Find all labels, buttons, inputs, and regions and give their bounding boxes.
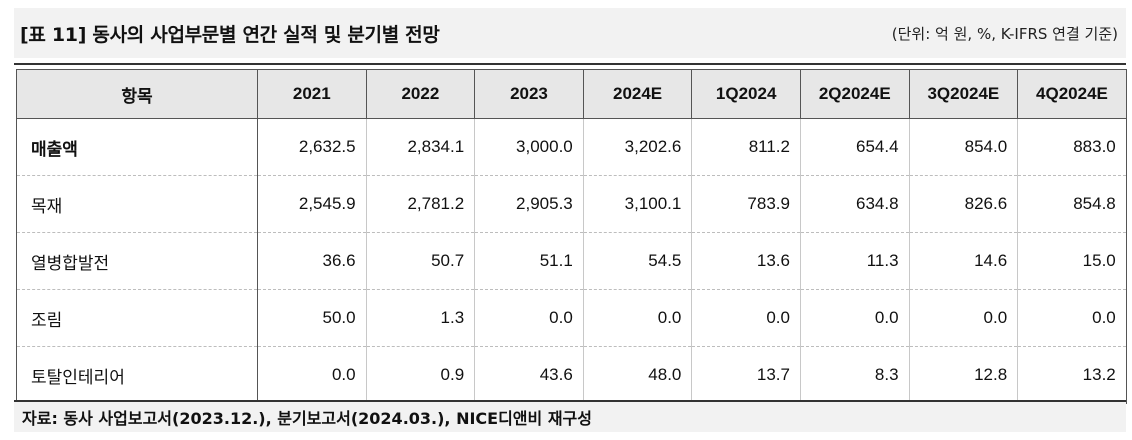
cell-value: 2,905.3 xyxy=(474,175,584,233)
cell-value: 0.0 xyxy=(691,289,801,347)
cell-value: 14.6 xyxy=(908,232,1019,290)
cell-value: 3,100.1 xyxy=(582,175,693,233)
cell-value: 0.9 xyxy=(365,346,476,404)
row-label: 토탈인테리어 xyxy=(16,346,258,404)
cell-value: 883.0 xyxy=(1017,118,1127,176)
header-item: 항목 xyxy=(16,69,258,119)
cell-value: 3,202.6 xyxy=(582,118,693,176)
header-4q2024e: 4Q2024E xyxy=(1017,69,1127,119)
cell-value: 0.0 xyxy=(474,289,584,347)
cell-value: 0.0 xyxy=(799,289,910,347)
cell-value: 854.8 xyxy=(1017,175,1127,233)
cell-value: 13.2 xyxy=(1017,346,1127,404)
cell-value: 2,632.5 xyxy=(257,118,367,176)
cell-value: 0.0 xyxy=(582,289,693,347)
cell-value: 811.2 xyxy=(691,118,801,176)
cell-value: 2,781.2 xyxy=(365,175,476,233)
header-2024e: 2024E xyxy=(582,69,693,119)
cell-value: 854.0 xyxy=(908,118,1019,176)
table-row-cogeneration: 열병합발전 36.6 50.7 51.1 54.5 13.6 11.3 14.6… xyxy=(16,232,1127,290)
table-title-bar: [표 11] 동사의 사업부문별 연간 실적 및 분기별 전망 (단위: 억 원… xyxy=(14,8,1126,58)
header-2023: 2023 xyxy=(474,69,584,119)
table-row-revenue: 매출액 2,632.5 2,834.1 3,000.0 3,202.6 811.… xyxy=(16,118,1127,176)
cell-value: 1.3 xyxy=(365,289,476,347)
cell-value: 634.8 xyxy=(799,175,910,233)
row-label: 목재 xyxy=(16,175,258,233)
header-2022: 2022 xyxy=(365,69,476,119)
cell-value: 12.8 xyxy=(908,346,1019,404)
cell-value: 783.9 xyxy=(691,175,801,233)
header-2q2024e: 2Q2024E xyxy=(799,69,910,119)
header-rule xyxy=(14,63,1126,65)
cell-value: 48.0 xyxy=(582,346,693,404)
table-row-wood: 목재 2,545.9 2,781.2 2,905.3 3,100.1 783.9… xyxy=(16,175,1127,233)
financial-table: 항목 2021 2022 2023 2024E 1Q2024 2Q2024E 3… xyxy=(16,69,1127,404)
header-2021: 2021 xyxy=(257,69,367,119)
cell-value: 3,000.0 xyxy=(474,118,584,176)
cell-value: 11.3 xyxy=(799,232,910,290)
cell-value: 0.0 xyxy=(257,346,367,404)
cell-value: 654.4 xyxy=(799,118,910,176)
cell-value: 826.6 xyxy=(908,175,1019,233)
table-header-row: 항목 2021 2022 2023 2024E 1Q2024 2Q2024E 3… xyxy=(16,69,1127,119)
cell-value: 0.0 xyxy=(1017,289,1127,347)
cell-value: 54.5 xyxy=(582,232,693,290)
cell-value: 13.7 xyxy=(691,346,801,404)
cell-value: 36.6 xyxy=(257,232,367,290)
source-note: 자료: 동사 사업보고서(2023.12.), 분기보고서(2024.03.),… xyxy=(22,409,592,428)
cell-value: 15.0 xyxy=(1017,232,1127,290)
cell-value: 0.0 xyxy=(908,289,1019,347)
source-note-bar: 자료: 동사 사업보고서(2023.12.), 분기보고서(2024.03.),… xyxy=(14,400,1126,432)
unit-note: (단위: 억 원, %, K-IFRS 연결 기준) xyxy=(891,24,1118,43)
table-row-total-interior: 토탈인테리어 0.0 0.9 43.6 48.0 13.7 8.3 12.8 1… xyxy=(16,346,1127,404)
cell-value: 43.6 xyxy=(474,346,584,404)
row-label: 매출액 xyxy=(16,118,258,176)
header-3q2024e: 3Q2024E xyxy=(908,69,1019,119)
cell-value: 50.0 xyxy=(257,289,367,347)
header-1q2024: 1Q2024 xyxy=(691,69,801,119)
table-row-afforestation: 조림 50.0 1.3 0.0 0.0 0.0 0.0 0.0 0.0 xyxy=(16,289,1127,347)
cell-value: 50.7 xyxy=(365,232,476,290)
table-title: [표 11] 동사의 사업부문별 연간 실적 및 분기별 전망 xyxy=(20,23,440,46)
cell-value: 13.6 xyxy=(691,232,801,290)
row-label: 조림 xyxy=(16,289,258,347)
cell-value: 51.1 xyxy=(474,232,584,290)
cell-value: 8.3 xyxy=(799,346,910,404)
row-label: 열병합발전 xyxy=(16,232,258,290)
cell-value: 2,834.1 xyxy=(365,118,476,176)
cell-value: 2,545.9 xyxy=(257,175,367,233)
